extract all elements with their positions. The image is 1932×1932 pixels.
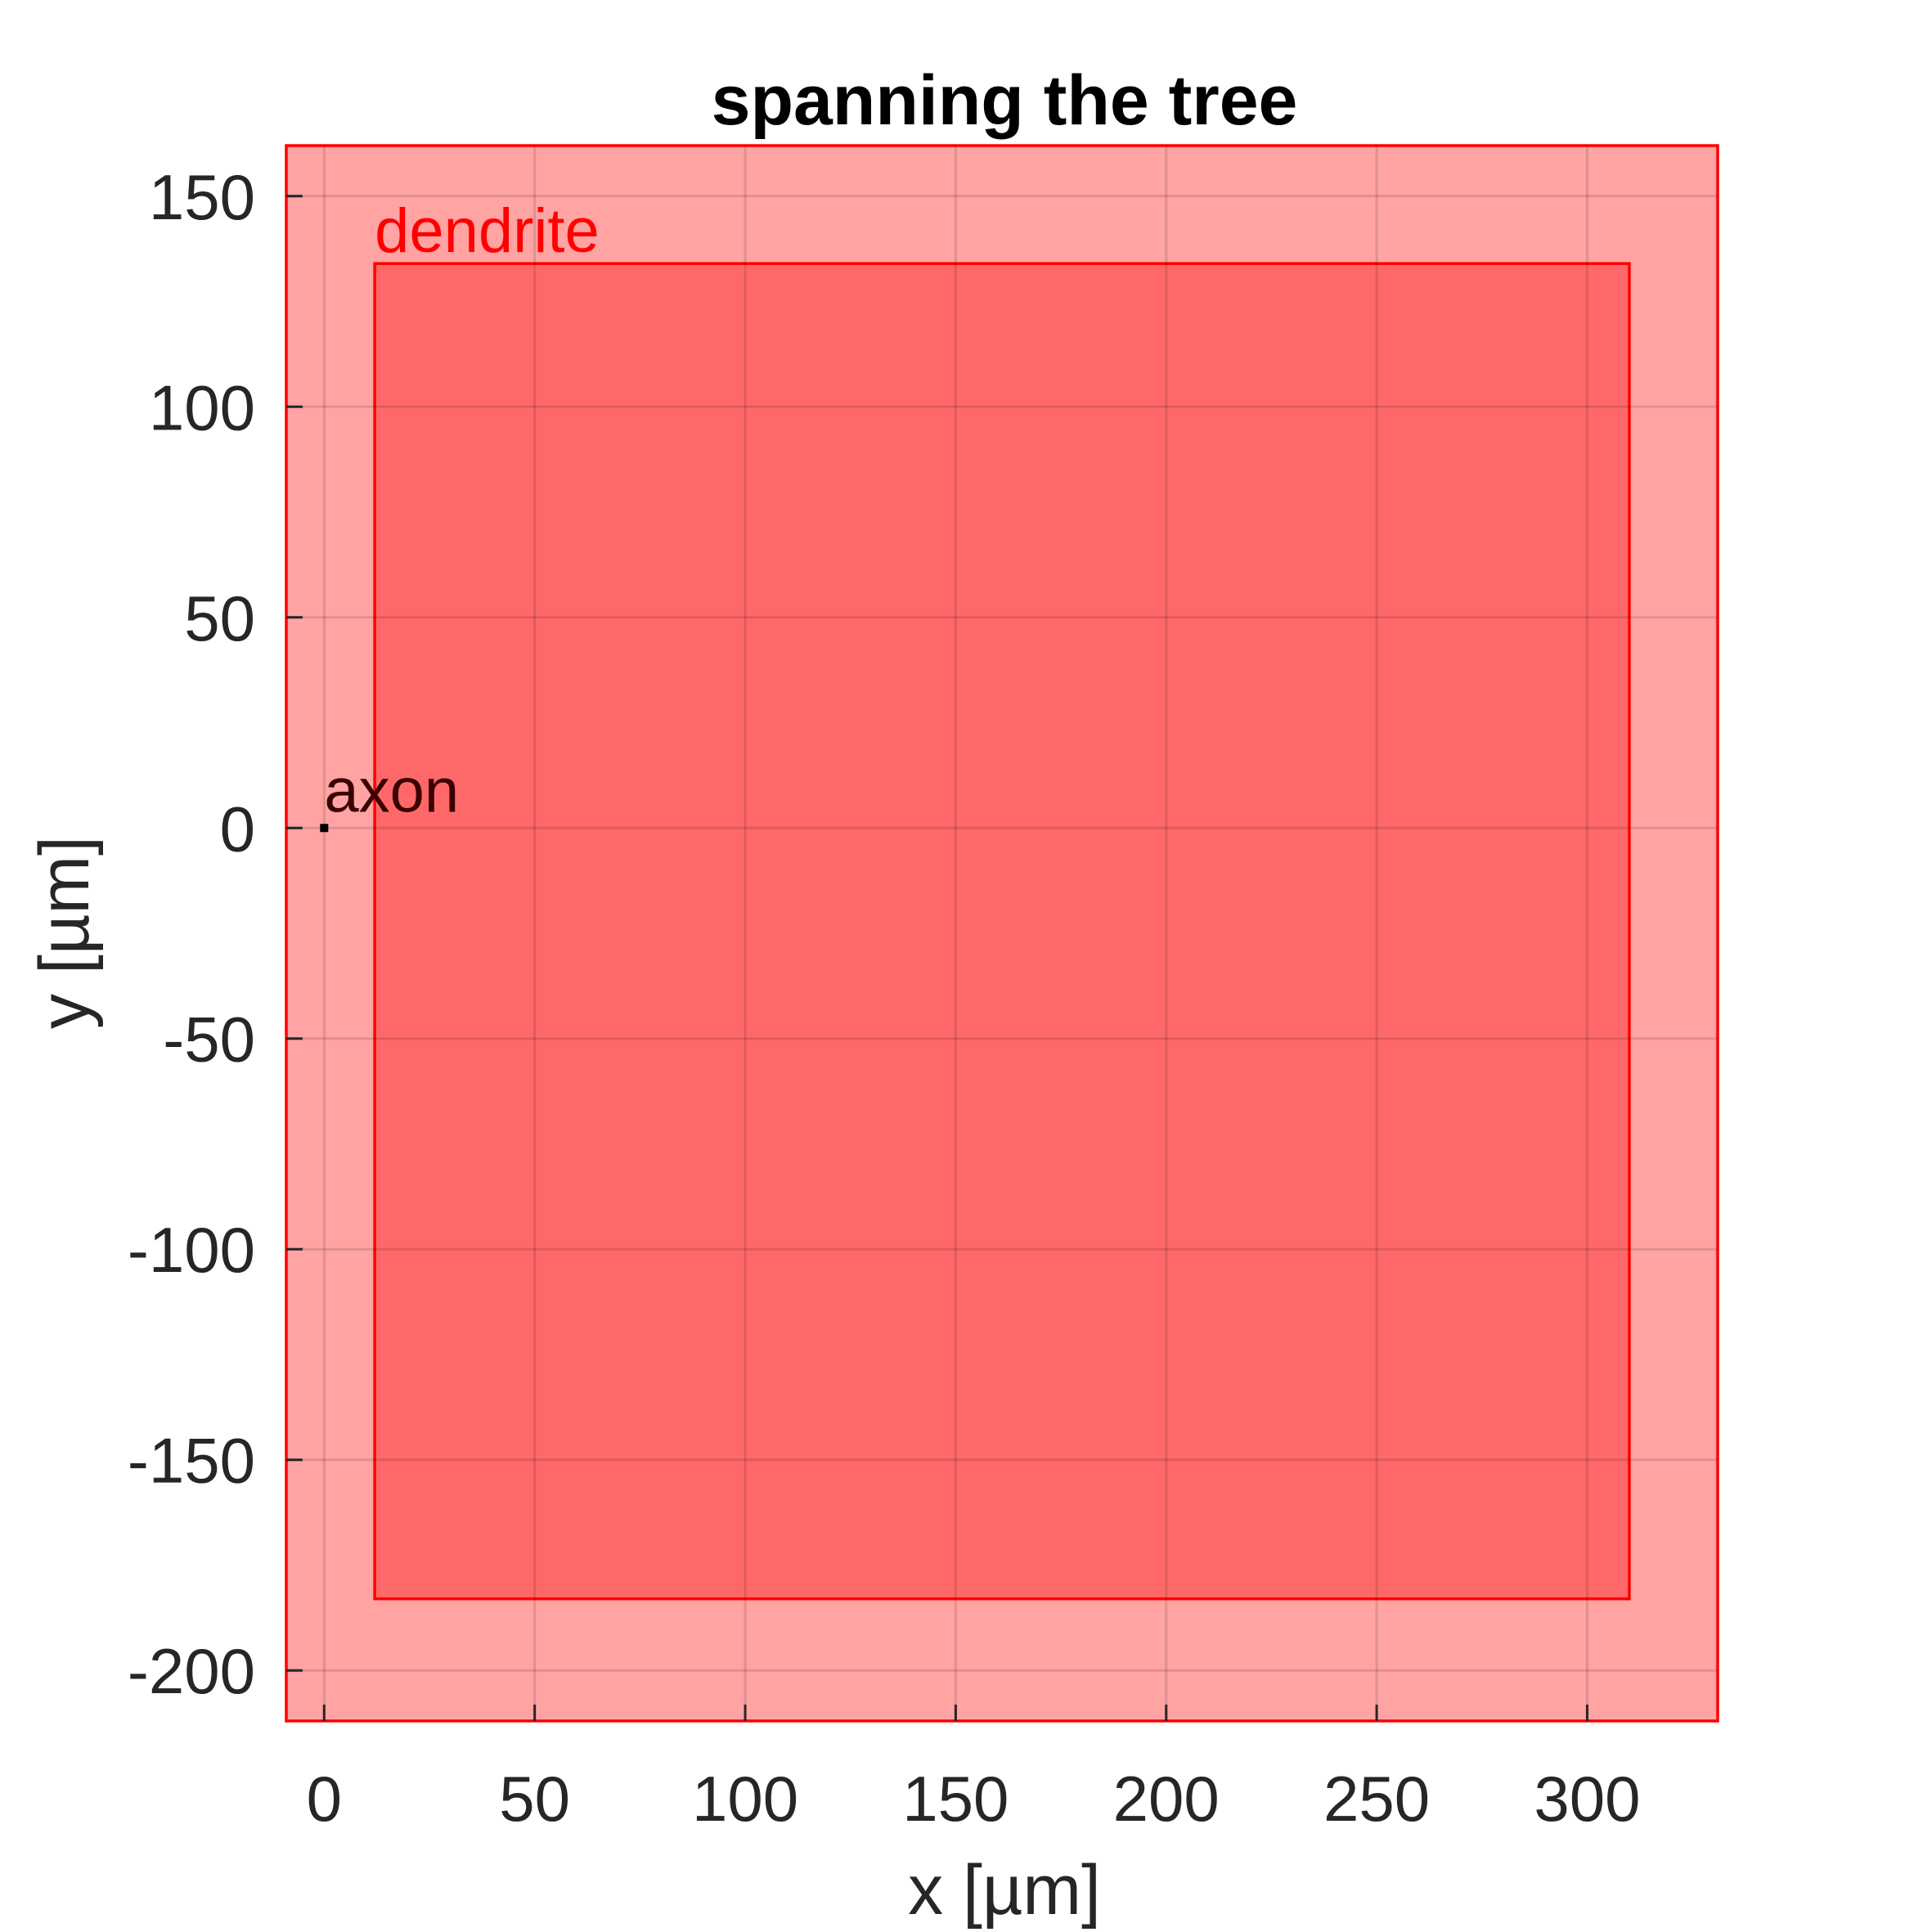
x-tick-label-0: 0 <box>307 1763 342 1835</box>
x-tick-label-50: 50 <box>499 1763 570 1835</box>
chart-title: spanning the tree <box>712 61 1298 140</box>
region-axon <box>285 144 1719 1723</box>
x-tick-label-100: 100 <box>692 1763 798 1835</box>
ticks-layer: 0 50 100 150 200 250 300 -200 -150 -100 -50 0 50 100 1… <box>128 161 1641 1835</box>
y-axis-label: y [µm] <box>25 836 104 1029</box>
region-dendrite <box>373 262 1631 1601</box>
y-tick-label--150: -150 <box>128 1425 255 1497</box>
point-axon <box>320 824 329 833</box>
y-tick-label-150: 150 <box>149 161 255 233</box>
regions-layer <box>285 144 1719 1723</box>
dendrite-label: dendrite <box>375 196 600 266</box>
y-tick-label-50: 50 <box>184 582 255 654</box>
grid-layer <box>286 146 1718 1721</box>
x-tick-label-250: 250 <box>1323 1763 1430 1835</box>
y-tick-label--50: -50 <box>163 1004 255 1076</box>
point-label-axon: axon <box>324 756 459 825</box>
y-tick-label-0: 0 <box>220 793 255 865</box>
y-tick-label--200: -200 <box>128 1635 255 1707</box>
x-tick-label-300: 300 <box>1534 1763 1640 1835</box>
x-axis-label: x [µm] <box>908 1851 1101 1930</box>
annotations-layer: dendrite axon <box>320 196 600 833</box>
y-tick-label-100: 100 <box>149 371 255 443</box>
x-tick-label-150: 150 <box>902 1763 1009 1835</box>
y-tick-label--100: -100 <box>128 1214 255 1286</box>
x-tick-label-200: 200 <box>1113 1763 1220 1835</box>
